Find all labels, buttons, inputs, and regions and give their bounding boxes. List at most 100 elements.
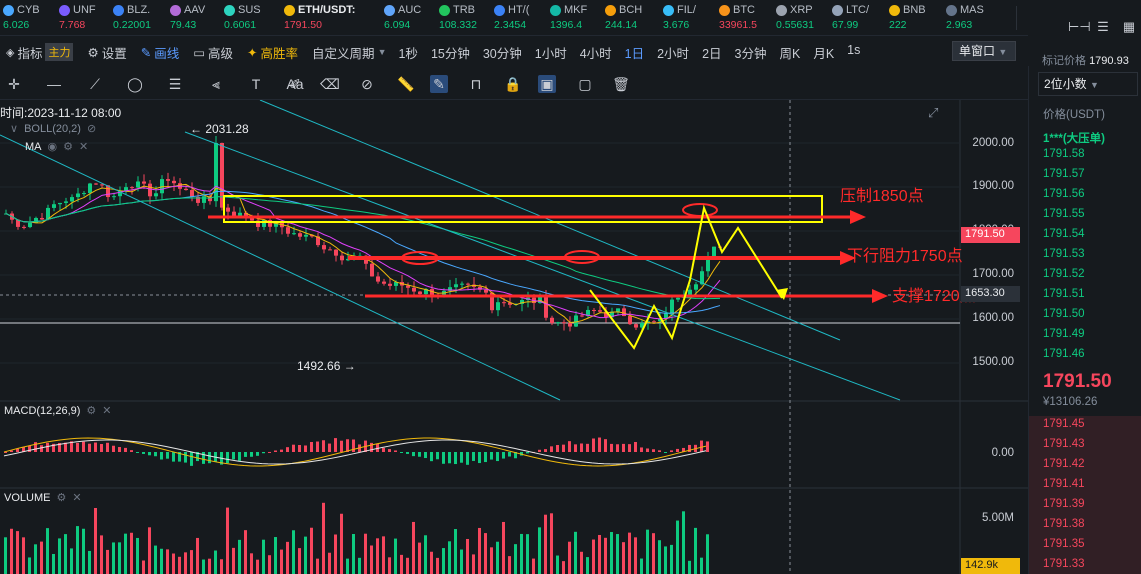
close-icon[interactable]: ✕ xyxy=(78,141,89,153)
settings-icon[interactable]: ⚙ xyxy=(86,405,97,417)
bid-row[interactable]: 1791.52 xyxy=(1043,268,1085,280)
resistance-box xyxy=(223,195,823,223)
draw-button[interactable]: ✎ 画线 xyxy=(141,43,180,62)
big-order-row[interactable]: 1***(大压单) xyxy=(1043,133,1105,145)
candle-body xyxy=(652,321,656,323)
period-option[interactable]: 15分钟 xyxy=(430,46,470,61)
period-option[interactable]: 2日 xyxy=(702,46,722,61)
ask-row[interactable]: 1791.35 xyxy=(1043,538,1085,550)
layers-icon[interactable]: ▣ xyxy=(538,75,556,93)
magnet-icon[interactable]: ⊓ xyxy=(470,76,482,92)
shapes-icon[interactable]: ⊘ xyxy=(361,76,373,92)
lock-icon[interactable]: 🔒 xyxy=(504,76,522,92)
period-option[interactable]: 1日 xyxy=(624,46,645,61)
bid-row[interactable]: 1791.54 xyxy=(1043,228,1085,240)
ask-row[interactable]: 1791.33 xyxy=(1043,558,1085,570)
grid-icon[interactable]: ▦ xyxy=(1122,19,1136,34)
period-option[interactable]: 1s xyxy=(847,42,861,57)
visibility-icon[interactable]: ▢ xyxy=(578,76,592,92)
ma-indicator[interactable]: MA ◉ ⚙ ✕ xyxy=(25,140,89,154)
macd-bar xyxy=(496,452,499,462)
indicator-button[interactable]: ◈ 指标 主力 xyxy=(6,43,74,62)
text-tool-icon[interactable]: T xyxy=(251,76,261,92)
window-mode-dropdown[interactable]: 单窗口 ▼ xyxy=(952,41,1016,61)
bid-row[interactable]: 1791.51 xyxy=(1043,288,1085,300)
candle-body xyxy=(328,249,332,251)
settings-button[interactable]: ⚙ 设置 xyxy=(87,43,126,62)
candle-body xyxy=(574,315,578,327)
menu-icon[interactable]: ☰ xyxy=(1097,19,1109,34)
macd-indicator[interactable]: MACD(12,26,9) ⚙ ✕ xyxy=(4,404,112,418)
eye-off-icon[interactable]: ⊘ xyxy=(86,123,97,135)
bid-row[interactable]: 1791.49 xyxy=(1043,328,1085,340)
brush-icon[interactable]: ✐ xyxy=(289,76,301,92)
mark-price: 标记价格 1790.93 xyxy=(1042,52,1129,68)
channel-line xyxy=(0,134,561,401)
period-option[interactable]: 30分钟 xyxy=(482,46,522,61)
fullscreen-icon[interactable]: ⤢ xyxy=(928,105,939,120)
trend-line-icon[interactable]: ⟋ xyxy=(90,76,100,92)
ellipse-icon[interactable]: ◯ xyxy=(127,76,143,92)
ask-row[interactable]: 1791.43 xyxy=(1043,438,1085,450)
ask-row[interactable]: 1791.45 xyxy=(1043,418,1085,430)
custom-period-dropdown[interactable]: 自定义周期 ▼ xyxy=(312,43,386,62)
eraser-icon[interactable]: ⌫ xyxy=(320,76,340,92)
ticker-symbol-text: AAV xyxy=(184,4,206,16)
horizontal-line-icon[interactable]: — xyxy=(47,76,61,92)
bid-row[interactable]: 1791.50 xyxy=(1043,308,1085,320)
candle-body xyxy=(46,207,50,220)
boll-indicator[interactable]: ∨ BOLL(20,2) ⊘ xyxy=(10,122,97,136)
macd-bar xyxy=(652,449,655,452)
bid-row[interactable]: 1791.56 xyxy=(1043,188,1085,200)
period-option[interactable]: 2小时 xyxy=(657,46,690,61)
fib-lines-icon[interactable]: ☰ xyxy=(168,76,182,92)
candle-body xyxy=(244,212,248,218)
bid-row[interactable]: 1791.53 xyxy=(1043,248,1085,260)
pencil-draw-icon[interactable]: ✎ xyxy=(430,75,448,93)
volume-bar xyxy=(430,551,433,574)
chart-area[interactable]: 时间:2023-11-12 08:00 ∨ BOLL(20,2) ⊘ MA ◉ … xyxy=(0,100,1028,574)
ruler-icon[interactable]: 📏 xyxy=(397,76,415,92)
macd-bar xyxy=(238,452,241,461)
macd-label: MACD(12,26,9) xyxy=(4,404,81,417)
bid-row[interactable]: 1791.57 xyxy=(1043,168,1085,180)
close-icon[interactable]: ✕ xyxy=(102,405,112,417)
period-option[interactable]: 1秒 xyxy=(398,46,418,61)
candle-body xyxy=(130,187,134,189)
high-rate-button[interactable]: ✦ 高胜率 xyxy=(247,43,298,62)
period-option[interactable]: 4小时 xyxy=(579,46,612,61)
trash-icon[interactable]: 🗑 xyxy=(612,76,630,92)
ask-row[interactable]: 1791.42 xyxy=(1043,458,1085,470)
period-option[interactable]: 周K xyxy=(779,46,801,61)
period-option[interactable]: 月K xyxy=(813,46,835,61)
close-icon[interactable]: ✕ xyxy=(72,492,82,504)
bid-row[interactable]: 1791.55 xyxy=(1043,208,1085,220)
text-aa-icon[interactable]: Aa xyxy=(286,76,304,92)
ask-row[interactable]: 1791.38 xyxy=(1043,518,1085,530)
volume-indicator[interactable]: VOLUME ⚙ ✕ xyxy=(4,491,82,505)
ask-row[interactable]: 1791.41 xyxy=(1043,478,1085,490)
split-horizontal-icon[interactable]: ⊢⊣ xyxy=(1068,19,1091,34)
candle-body xyxy=(562,322,566,324)
ask-row[interactable]: 1791.39 xyxy=(1043,498,1085,510)
chart-canvas[interactable] xyxy=(0,100,1028,574)
period-option[interactable]: 1小时 xyxy=(534,46,567,61)
eye-icon[interactable]: ◉ xyxy=(47,141,58,153)
toggle-icon[interactable]: ∨ xyxy=(10,123,19,135)
main-badge[interactable]: 主力 xyxy=(45,43,74,61)
volume-bar xyxy=(406,557,409,574)
decimals-dropdown[interactable]: 2位小数 ▼ xyxy=(1038,72,1138,96)
volume-bar xyxy=(172,553,175,574)
period-option[interactable]: 3分钟 xyxy=(734,46,767,61)
ticker-arrow-icon[interactable] xyxy=(1016,6,1017,30)
macd-bar xyxy=(82,441,85,452)
bid-row[interactable]: 1791.58 xyxy=(1043,148,1085,160)
bid-row[interactable]: 1791.46 xyxy=(1043,348,1085,360)
settings-icon[interactable]: ⚙ xyxy=(56,492,67,504)
settings-icon[interactable]: ⚙ xyxy=(63,141,73,153)
crosshair-icon[interactable]: ✛ xyxy=(8,76,20,92)
pitchfork-icon[interactable]: ⫷ xyxy=(212,76,220,92)
advanced-button[interactable]: ▭ 高级 xyxy=(193,43,233,62)
volume-bar xyxy=(376,538,379,574)
annotation-ellipse xyxy=(564,250,600,264)
